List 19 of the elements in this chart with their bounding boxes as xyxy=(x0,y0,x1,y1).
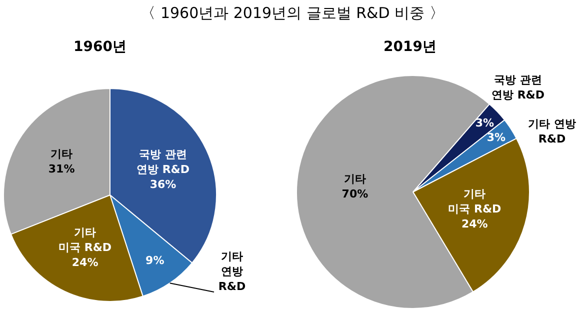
slice-label: 기타 미국 R&D xyxy=(448,187,502,216)
chart-subtitle: 1960년 xyxy=(72,38,128,56)
data-label: 9% xyxy=(146,254,164,267)
slice-label: 국방 관련 연방 R&D xyxy=(491,73,545,102)
data-label: 3% xyxy=(475,116,494,130)
slice-label: 기타 연방 R&D xyxy=(218,250,246,293)
slice-label: 기타 미국 R&D xyxy=(58,226,112,254)
text: 〈 1960년과 2019년의 글로벌 R&D 비중 〉 xyxy=(140,4,446,23)
data-label: 3% xyxy=(486,131,506,144)
slice-label: 기타 연방 R&D xyxy=(528,117,576,146)
slice-label: 기타 xyxy=(344,172,366,186)
data-label: 36% xyxy=(150,178,176,191)
chart-subtitle: 2019년 xyxy=(382,38,438,56)
slice-label: 국방 관련 연방 R&D xyxy=(136,148,190,176)
data-label: 24% xyxy=(461,217,488,230)
data-label: 24% xyxy=(72,256,98,269)
data-label: 70% xyxy=(342,187,368,200)
slice-label: 기타 xyxy=(50,147,73,160)
data-label: 31% xyxy=(48,162,75,176)
